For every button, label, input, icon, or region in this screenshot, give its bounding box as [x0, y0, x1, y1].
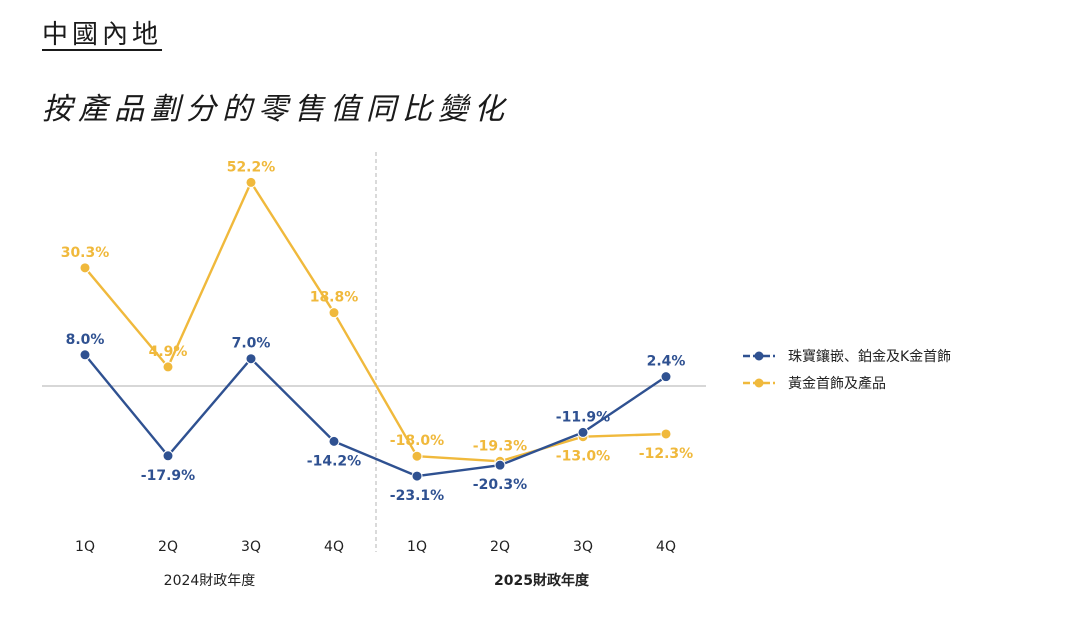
chart-legend: 珠寶鑲嵌、鉑金及K金首飾 黃金首飾及產品	[742, 342, 951, 396]
x-tick-label: 1Q	[75, 539, 95, 555]
data-label-gold: 4.9%	[149, 344, 188, 360]
x-tick-label: 2Q	[158, 539, 178, 555]
region-title: 中國內地	[42, 20, 163, 50]
data-point-jewelry	[494, 459, 506, 471]
data-point-gold	[328, 307, 340, 319]
data-label-gold: -13.0%	[556, 449, 610, 465]
x-tick-label: 3Q	[573, 539, 593, 555]
data-label-jewelry: 8.0%	[66, 332, 105, 348]
x-tick-label: 4Q	[656, 539, 676, 555]
x-group-label: 2025財政年度	[494, 572, 590, 589]
data-point-jewelry	[245, 353, 257, 365]
data-point-gold	[660, 428, 672, 440]
data-label-gold: -19.3%	[473, 438, 527, 454]
legend-label-gold: 黃金首飾及產品	[788, 375, 886, 392]
data-point-gold	[245, 176, 257, 188]
chart-title: 按產品劃分的零售值同比變化	[42, 92, 510, 127]
legend-label-jewelry: 珠寶鑲嵌、鉑金及K金首飾	[788, 348, 952, 365]
data-point-jewelry	[660, 371, 672, 383]
data-label-gold: -12.3%	[639, 446, 693, 462]
legend-swatch-gold-icon	[743, 378, 775, 387]
data-label-gold: 30.3%	[61, 245, 110, 261]
legend-item-gold[interactable]: 黃金首飾及產品	[742, 369, 951, 396]
x-tick-label: 4Q	[324, 539, 344, 555]
x-group-label: 2024財政年度	[164, 573, 256, 589]
data-label-jewelry: 7.0%	[232, 336, 271, 352]
data-point-jewelry	[577, 426, 589, 438]
data-label-jewelry: 2.4%	[647, 354, 686, 370]
x-tick-label: 2Q	[490, 539, 510, 555]
x-tick-label: 3Q	[241, 539, 261, 555]
data-label-jewelry: -20.3%	[473, 477, 527, 493]
data-label-gold: 52.2%	[227, 159, 276, 175]
data-label-jewelry: -23.1%	[390, 488, 444, 504]
data-point-gold	[79, 262, 91, 274]
data-point-jewelry	[79, 349, 91, 361]
x-tick-label: 1Q	[407, 539, 427, 555]
legend-item-jewelry[interactable]: 珠寶鑲嵌、鉑金及K金首飾	[742, 342, 951, 369]
series-line-gold	[84, 181, 667, 463]
data-label-jewelry: -14.2%	[307, 453, 361, 469]
legend-swatch-jewelry-icon	[743, 351, 775, 360]
data-label-jewelry: -11.9%	[556, 409, 610, 425]
data-point-jewelry	[411, 470, 423, 482]
data-point-gold	[411, 450, 423, 462]
data-label-gold: 18.8%	[310, 290, 359, 306]
data-point-jewelry	[328, 435, 340, 447]
data-label-gold: -18.0%	[390, 433, 444, 449]
series-line-jewelry	[84, 354, 667, 478]
data-label-jewelry: -17.9%	[141, 468, 195, 484]
data-point-jewelry	[162, 450, 174, 462]
data-point-gold	[162, 361, 174, 373]
